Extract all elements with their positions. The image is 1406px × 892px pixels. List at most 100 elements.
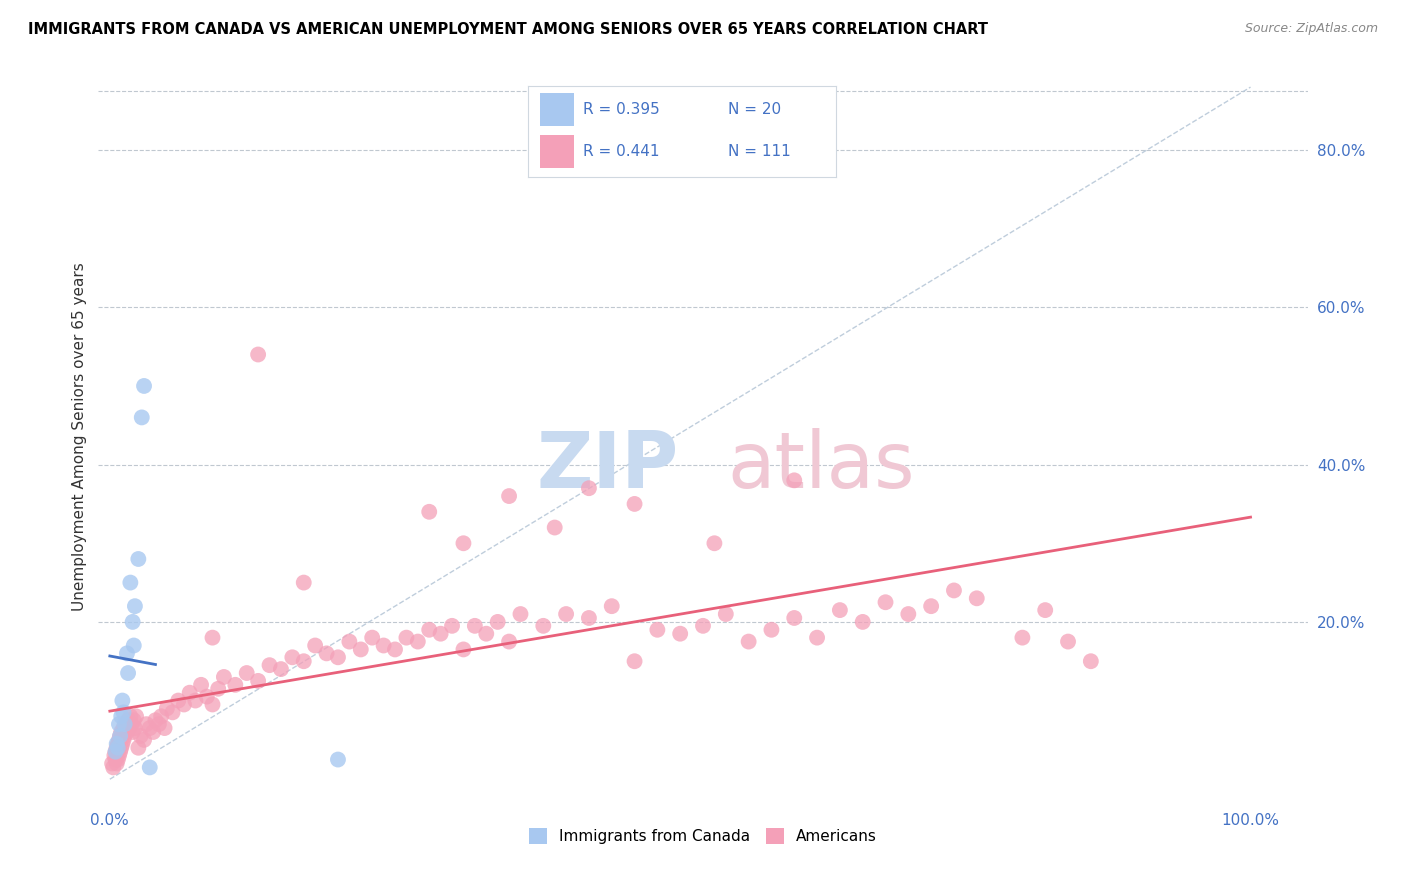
Point (111, 737, 134, 751)
Point (110, 709, 132, 723)
Point (101, 756, 124, 771)
Point (142, 725, 165, 739)
Point (108, 732, 131, 747)
Point (247, 673, 270, 688)
Point (108, 729, 131, 743)
Text: atlas: atlas (727, 428, 915, 504)
Point (107, 737, 129, 751)
Point (117, 713, 139, 727)
Point (623, 654, 645, 668)
Point (112, 732, 135, 747)
Point (623, 497, 645, 511)
Point (103, 748, 125, 763)
Point (131, 410, 153, 425)
Point (153, 721, 176, 735)
Point (897, 607, 920, 621)
Point (121, 615, 143, 629)
Point (555, 607, 578, 621)
Point (112, 706, 135, 720)
Point (714, 607, 737, 621)
Point (544, 520, 567, 534)
Point (122, 639, 145, 653)
Point (107, 740, 129, 755)
Point (103, 760, 125, 774)
Point (326, 650, 349, 665)
Point (132, 379, 155, 393)
Point (118, 721, 141, 735)
Text: IMMIGRANTS FROM CANADA VS AMERICAN UNEMPLOYMENT AMONG SENIORS OVER 65 YEARS CORR: IMMIGRANTS FROM CANADA VS AMERICAN UNEMP… (28, 22, 988, 37)
Point (737, 634, 759, 648)
Point (120, 575, 142, 590)
Point (966, 591, 988, 606)
Point (1033, 603, 1056, 617)
Point (132, 732, 155, 747)
Point (111, 693, 134, 707)
Point (761, 623, 783, 637)
Point (806, 631, 828, 645)
Point (127, 740, 149, 755)
Point (453, 536, 475, 550)
Point (384, 642, 406, 657)
Point (184, 693, 207, 707)
Point (124, 599, 146, 614)
Point (112, 721, 135, 735)
Point (509, 607, 531, 621)
Text: ZIP: ZIP (537, 428, 679, 504)
Point (108, 729, 131, 743)
Point (326, 753, 349, 767)
Point (145, 713, 167, 727)
Point (121, 725, 143, 739)
Point (114, 717, 136, 731)
Point (350, 642, 373, 657)
Point (150, 709, 173, 723)
Point (669, 626, 692, 640)
Point (692, 619, 714, 633)
Point (337, 634, 360, 648)
Point (212, 670, 235, 684)
Point (115, 646, 138, 660)
Point (117, 666, 139, 681)
Point (828, 603, 851, 617)
Point (1080, 654, 1102, 668)
Point (304, 639, 326, 653)
Point (173, 698, 195, 712)
Point (259, 658, 281, 673)
Point (207, 681, 229, 696)
Point (395, 631, 418, 645)
Point (105, 740, 128, 755)
Legend: Immigrants from Canada, Americans: Immigrants from Canada, Americans (523, 822, 883, 850)
Point (105, 756, 128, 771)
Point (498, 489, 520, 503)
Point (373, 639, 395, 653)
Point (129, 729, 152, 743)
Point (148, 717, 170, 731)
Point (475, 626, 498, 640)
Point (125, 709, 148, 723)
Point (104, 745, 127, 759)
Point (942, 583, 965, 598)
Text: Source: ZipAtlas.com: Source: ZipAtlas.com (1244, 22, 1378, 36)
Point (120, 709, 142, 723)
Point (292, 654, 315, 668)
Point (441, 619, 464, 633)
Point (361, 631, 384, 645)
Point (281, 650, 304, 665)
Point (124, 721, 146, 735)
Point (406, 634, 429, 648)
Point (578, 481, 600, 495)
Point (703, 536, 725, 550)
Point (486, 615, 509, 629)
Point (783, 473, 806, 487)
Point (292, 575, 315, 590)
Point (429, 626, 451, 640)
Point (224, 678, 246, 692)
Point (647, 623, 669, 637)
Point (418, 623, 440, 637)
Point (107, 753, 129, 767)
Point (167, 693, 190, 707)
Point (464, 619, 486, 633)
Point (418, 505, 440, 519)
Point (1011, 631, 1033, 645)
Point (114, 729, 136, 743)
Point (122, 713, 145, 727)
